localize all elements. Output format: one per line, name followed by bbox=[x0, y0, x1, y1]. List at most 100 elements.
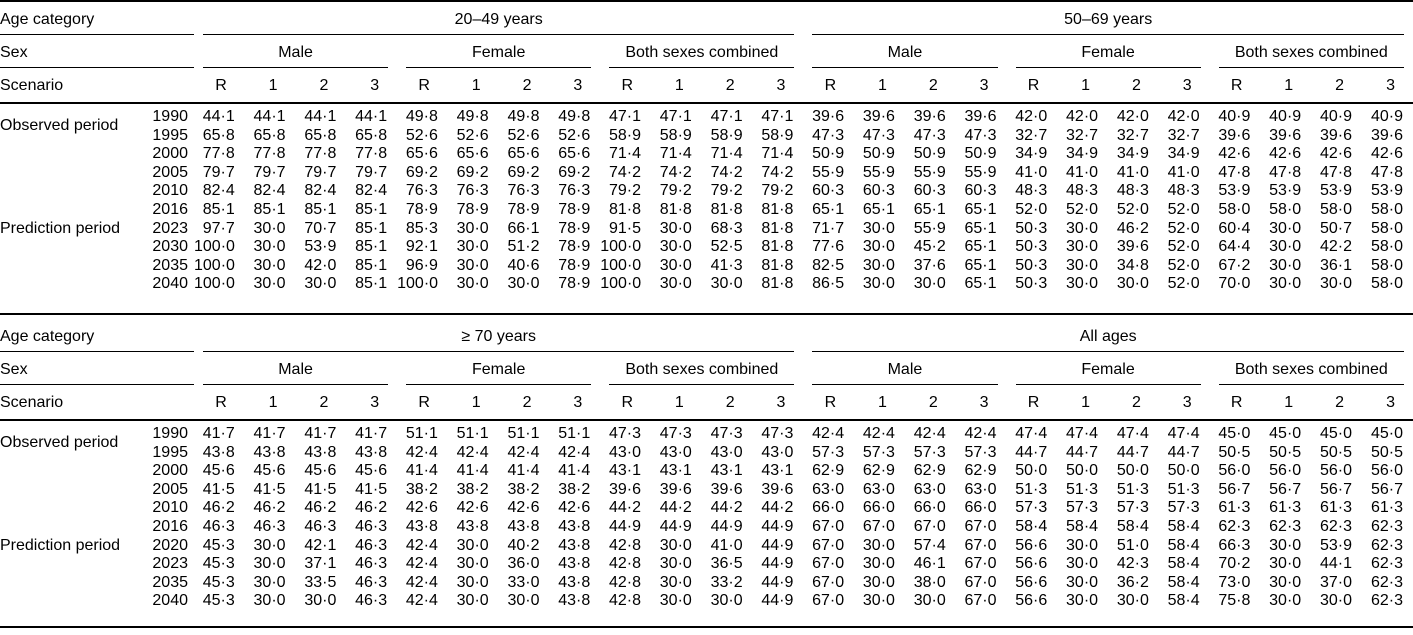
value-cell: 30·0 bbox=[1269, 536, 1302, 554]
value-cell: 47·4 bbox=[1066, 424, 1099, 442]
value-cell: 49·8 bbox=[558, 108, 591, 125]
value-cell: 32·7 bbox=[1066, 126, 1099, 144]
scenario-header: 3 bbox=[1386, 393, 1395, 411]
value-cell: 30·0 bbox=[304, 592, 337, 610]
value-cell: 42·8 bbox=[609, 592, 642, 610]
value-cell: 34·8 bbox=[1116, 256, 1149, 274]
value-cell: 65·8 bbox=[304, 126, 337, 144]
value-cell: 58·4 bbox=[1167, 573, 1200, 591]
value-cell: 38·2 bbox=[558, 480, 591, 498]
value-cell: 92·1 bbox=[405, 238, 438, 256]
value-cell: 56·6 bbox=[1015, 536, 1048, 554]
value-cell: 46·3 bbox=[253, 517, 286, 535]
value-cell: 58·0 bbox=[1370, 219, 1403, 237]
value-cell: 41·5 bbox=[355, 480, 388, 498]
value-cell: 52·6 bbox=[558, 126, 591, 144]
value-cell: 76·3 bbox=[558, 182, 591, 200]
value-cell: 65·1 bbox=[812, 200, 845, 218]
value-cell: 42·3 bbox=[1116, 555, 1149, 573]
value-cell: 30·0 bbox=[659, 219, 692, 237]
value-cell: 44·9 bbox=[761, 573, 794, 591]
value-cell: 85·1 bbox=[304, 200, 337, 218]
value-cell: 55·9 bbox=[812, 163, 845, 181]
value-cell: 41·3 bbox=[710, 256, 743, 274]
value-cell: 42·0 bbox=[1066, 108, 1099, 125]
value-cell: 39·6 bbox=[659, 480, 692, 498]
value-cell: 42·4 bbox=[405, 555, 438, 573]
sex-group-header-text: Female bbox=[406, 44, 592, 68]
year-cell: 2016 bbox=[152, 517, 188, 535]
value-cell: 30·0 bbox=[862, 592, 895, 610]
value-cell: 44·7 bbox=[1116, 443, 1149, 461]
value-cell: 63·0 bbox=[964, 480, 997, 498]
value-cell: 79·7 bbox=[304, 163, 337, 181]
value-cell: 62·3 bbox=[1370, 517, 1403, 535]
value-cell: 51·2 bbox=[507, 238, 540, 256]
value-cell: 42·0 bbox=[1167, 108, 1200, 125]
value-cell: 57·3 bbox=[862, 443, 895, 461]
value-cell: 44·7 bbox=[1167, 443, 1200, 461]
value-cell: 30·0 bbox=[1116, 592, 1149, 610]
value-cell: 30·0 bbox=[456, 275, 489, 293]
value-cell: 50·5 bbox=[1218, 443, 1251, 461]
value-cell: 47·8 bbox=[1370, 163, 1403, 181]
value-cell: 85·1 bbox=[355, 256, 388, 274]
value-cell: 43·8 bbox=[558, 536, 591, 554]
value-cell: 58·9 bbox=[710, 126, 743, 144]
age-group-header-text: All ages bbox=[812, 328, 1404, 352]
value-cell: 44·9 bbox=[710, 517, 743, 535]
row-label-age-category-text: Age category bbox=[0, 11, 194, 35]
scenario-header: 2 bbox=[1335, 77, 1344, 94]
value-cell: 56·7 bbox=[1218, 480, 1251, 498]
value-cell: 53·9 bbox=[1319, 182, 1352, 200]
value-cell: 30·0 bbox=[1066, 573, 1099, 591]
value-cell: 39·6 bbox=[761, 480, 794, 498]
value-cell: 52·6 bbox=[507, 126, 540, 144]
value-cell: 30·0 bbox=[1319, 275, 1352, 293]
value-cell: 78·9 bbox=[558, 200, 591, 218]
value-cell: 56·7 bbox=[1319, 480, 1352, 498]
value-cell: 30·0 bbox=[456, 555, 489, 573]
value-cell: 65·6 bbox=[456, 145, 489, 163]
age-group-header: 50–69 years bbox=[803, 1, 1413, 35]
scenario-header: 3 bbox=[979, 77, 989, 94]
value-cell: 65·6 bbox=[507, 145, 540, 163]
value-cell: 43·8 bbox=[558, 517, 591, 535]
value-cell: 39·6 bbox=[812, 108, 845, 125]
value-cell: 96·9 bbox=[405, 256, 438, 274]
value-cell: 47·8 bbox=[1319, 163, 1352, 181]
value-cell: 100·0 bbox=[397, 275, 439, 293]
value-cell: 82·4 bbox=[304, 182, 337, 200]
year-cell: 1995 bbox=[152, 126, 188, 144]
value-cell: 78·9 bbox=[558, 275, 591, 293]
value-cell: 30·0 bbox=[913, 275, 946, 293]
value-cell: 30·0 bbox=[659, 256, 692, 274]
scenario-header: R bbox=[1230, 393, 1243, 411]
value-cell: 58·4 bbox=[1167, 592, 1200, 610]
value-cell: 47·4 bbox=[1116, 424, 1149, 442]
value-cell: 53·9 bbox=[1370, 182, 1403, 200]
value-cell: 57·3 bbox=[964, 443, 997, 461]
value-cell: 65·1 bbox=[964, 219, 997, 237]
value-cell: 30·0 bbox=[710, 275, 743, 293]
value-cell: 57·3 bbox=[1066, 499, 1099, 517]
value-cell: 45·0 bbox=[1370, 424, 1403, 442]
value-cell: 30·0 bbox=[1066, 592, 1099, 610]
value-cell: 70·2 bbox=[1218, 555, 1251, 573]
value-cell: 30·0 bbox=[862, 238, 895, 256]
value-cell: 100·0 bbox=[600, 275, 642, 293]
sex-group-header-text: Male bbox=[203, 361, 389, 385]
scenario-header: 1 bbox=[268, 393, 278, 411]
row-label-sex-text: Sex bbox=[0, 44, 194, 68]
value-cell: 41·7 bbox=[202, 424, 235, 442]
value-cell: 85·1 bbox=[202, 200, 235, 218]
observed-period-label: Observed period bbox=[0, 433, 119, 451]
value-cell: 45·6 bbox=[355, 462, 388, 480]
scenario-header: 2 bbox=[522, 77, 532, 94]
value-cell: 60·3 bbox=[913, 182, 946, 200]
value-cell: 46·2 bbox=[355, 499, 388, 517]
scenario-header: 2 bbox=[725, 77, 735, 94]
value-cell: 30·0 bbox=[862, 256, 895, 274]
value-cell: 48·3 bbox=[1066, 182, 1099, 200]
value-cell: 39·6 bbox=[710, 480, 743, 498]
